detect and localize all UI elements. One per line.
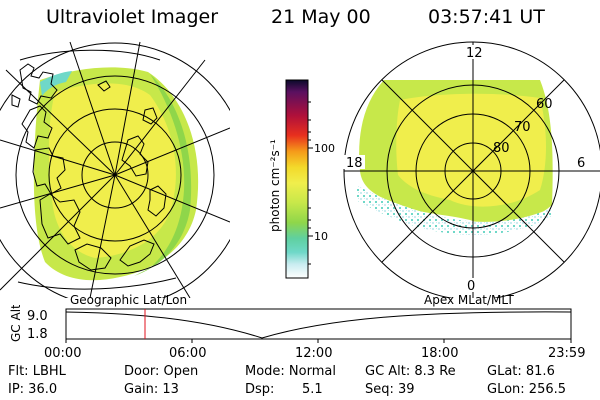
mlt-label-noon: 12	[466, 46, 483, 61]
mode-value: Mode: Normal	[245, 364, 336, 379]
colorbar-tick-10: 10	[314, 230, 328, 243]
colorbar-tick-100: 100	[314, 142, 335, 155]
polar-image-bright	[396, 93, 546, 207]
time-tick-0600: 06:00	[169, 346, 207, 361]
filter-value: Flt: LBHL	[8, 364, 66, 379]
glat-value: GLat: 81.6	[487, 364, 555, 379]
uv-image-low-emission	[40, 71, 72, 96]
header-time: 03:57:41 UT	[428, 6, 545, 28]
polar-mlt-plot: 12 18 6 0 60 70 80	[343, 41, 600, 298]
header-date: 21 May 00	[271, 6, 371, 28]
dsp-value: 5.1	[302, 382, 323, 397]
polar-image-low-edge	[356, 185, 552, 235]
altitude-tick-low: 1.8	[27, 327, 48, 342]
time-tick-1200: 12:00	[295, 346, 333, 361]
gc-alt-value: GC Alt: 8.3 Re	[365, 364, 456, 379]
sequence-value: Seq: 39	[365, 382, 415, 397]
apex-caption: Apex MLat/MLT	[424, 293, 514, 307]
mlat-label-70: 70	[514, 120, 531, 135]
altitude-axis-label: GC Alt	[9, 305, 23, 342]
coastline-outlines	[11, 63, 167, 271]
gc-altitude-plot: 9.0 1.8 GC Alt	[9, 305, 572, 343]
dsp-label: Dsp:	[245, 382, 275, 397]
time-tick-2359: 23:59	[548, 346, 586, 361]
altitude-tick-high: 9.0	[27, 309, 48, 324]
gain-value: Gain: 13	[124, 382, 179, 397]
mlt-label-dawn: 6	[577, 156, 585, 171]
mlat-label-60: 60	[536, 97, 553, 112]
colorbar-scale	[285, 79, 309, 279]
time-tick-0000: 00:00	[44, 346, 82, 361]
mlt-label-midnight: 0	[467, 279, 475, 294]
uv-image-core	[48, 83, 176, 258]
door-status: Door: Open	[124, 364, 199, 379]
mlt-label-dusk: 18	[346, 156, 363, 171]
altitude-plot-frame	[65, 308, 572, 340]
geographic-caption: Geographic Lat/Lon	[70, 293, 188, 307]
colorbar-unit-label: photon cm⁻²s⁻¹	[268, 139, 282, 232]
altitude-curve	[65, 311, 572, 339]
mlat-label-80: 80	[493, 141, 510, 156]
intensity-colorbar: 100 10 photon cm⁻²s⁻¹	[268, 79, 335, 279]
ip-value: IP: 36.0	[8, 382, 58, 397]
geographic-image-panel	[0, 41, 230, 298]
time-tick-1800: 18:00	[421, 346, 459, 361]
uv-image-edge	[134, 74, 192, 276]
app-title: Ultraviolet Imager	[46, 6, 219, 28]
glon-value: GLon: 256.5	[487, 382, 567, 397]
